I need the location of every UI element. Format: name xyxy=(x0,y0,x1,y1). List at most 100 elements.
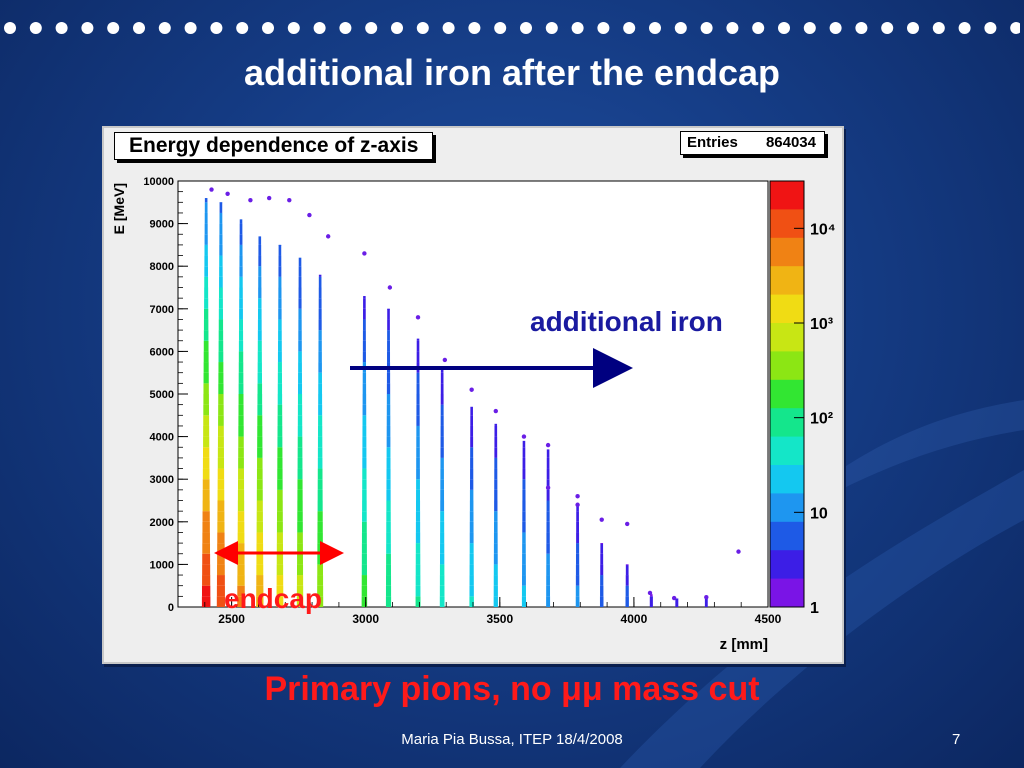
heatmap-cell xyxy=(385,585,392,597)
heatmap-cell xyxy=(493,585,498,597)
heatmap-cell xyxy=(386,479,391,490)
heatmap-cell xyxy=(278,244,282,246)
palette-swatch xyxy=(770,379,804,409)
heatmap-cell xyxy=(318,425,323,437)
heatmap-cell xyxy=(298,276,302,288)
outlier-point xyxy=(704,595,709,600)
heatmap-cell xyxy=(318,351,322,363)
heatmap-cell xyxy=(201,596,211,607)
heatmap-cell xyxy=(386,553,391,565)
heatmap-cell xyxy=(600,575,604,586)
heatmap-column xyxy=(237,219,245,607)
heatmap-cell xyxy=(361,553,367,565)
slide-title: additional iron after the endcap xyxy=(243,52,781,93)
heatmap-cell xyxy=(258,298,262,309)
heatmap-cell xyxy=(238,425,244,437)
heatmap-cell xyxy=(546,521,550,533)
heatmap-cell xyxy=(256,489,263,501)
outlier-point xyxy=(521,434,527,439)
heatmap-cell xyxy=(257,394,263,405)
heatmap-cell xyxy=(362,436,367,448)
heatmap-column xyxy=(201,198,211,607)
heatmap-cell xyxy=(387,319,390,331)
heatmap-column xyxy=(469,406,474,607)
y-tick-label: 9000 xyxy=(150,219,174,231)
heatmap-cell xyxy=(576,521,580,533)
heatmap-cell xyxy=(416,468,420,480)
heatmap-cell xyxy=(494,521,498,533)
heatmap-cell xyxy=(625,564,629,576)
heatmap-cell xyxy=(277,468,283,480)
heatmap-cell xyxy=(238,383,244,394)
heatmap-cell xyxy=(576,504,579,512)
heatmap-cell xyxy=(277,436,283,448)
heatmap-cell xyxy=(546,596,551,607)
outlier-point xyxy=(307,212,312,218)
heatmap-cell xyxy=(217,500,225,512)
decor-dot xyxy=(81,22,94,34)
heatmap-cell xyxy=(277,500,283,512)
outlier-point xyxy=(736,549,741,554)
heatmap-column xyxy=(675,598,679,607)
heatmap-cell xyxy=(297,404,303,416)
outlier-point xyxy=(545,485,551,490)
heatmap-cell xyxy=(469,575,474,586)
heatmap-cell xyxy=(237,543,245,554)
heatmap-cell xyxy=(277,489,283,501)
heatmap-cell xyxy=(217,479,225,490)
heatmap-cell xyxy=(386,532,391,544)
heatmap-cell xyxy=(239,234,243,245)
heatmap-cell xyxy=(216,596,226,607)
heatmap-cell xyxy=(416,362,420,373)
heatmap-cell xyxy=(218,287,223,299)
heatmap-cell xyxy=(256,511,263,522)
decor-dot xyxy=(339,22,352,34)
heatmap-cell xyxy=(237,553,245,565)
heatmap-cell xyxy=(318,415,323,426)
heatmap-cell xyxy=(238,404,244,416)
heatmap-cell xyxy=(470,415,474,426)
heatmap-cell xyxy=(204,198,208,203)
decor-dot xyxy=(932,22,945,34)
heatmap-cell xyxy=(440,415,444,426)
palette-swatch xyxy=(770,237,804,267)
heatmap-cell xyxy=(386,468,391,480)
heatmap-cell xyxy=(362,415,367,426)
heatmap-cell xyxy=(440,532,445,544)
heatmap-cell xyxy=(204,202,208,213)
heatmap-cell xyxy=(522,447,526,458)
outlier-point xyxy=(362,251,367,256)
heatmap-cell xyxy=(257,404,263,416)
heatmap-cell xyxy=(202,479,210,490)
heatmap-cell xyxy=(361,575,368,586)
heatmap-cell xyxy=(204,266,208,277)
heatmap-cell xyxy=(239,287,243,299)
heatmap-cell xyxy=(298,319,302,331)
heatmap-cell xyxy=(297,521,303,533)
heatmap-column xyxy=(575,504,580,607)
palette-tick-label: 10 xyxy=(810,505,828,522)
heatmap-cell xyxy=(522,521,526,533)
heatmap-cell xyxy=(202,532,210,544)
heatmap-cell xyxy=(298,362,302,373)
decor-dot xyxy=(29,22,42,34)
heatmap-cell xyxy=(204,212,208,224)
decor-dot xyxy=(907,22,919,34)
heatmap-cell xyxy=(317,436,323,448)
heatmap-cell xyxy=(298,287,302,299)
heatmap-cell xyxy=(362,362,367,373)
heatmap-cell xyxy=(202,543,211,554)
heatmap-cell xyxy=(298,257,302,267)
heatmap-cell xyxy=(440,479,444,490)
heatmap-cell xyxy=(317,500,323,512)
heatmap-cell xyxy=(522,564,526,576)
heatmap-cell xyxy=(386,500,391,512)
heatmap-cell xyxy=(218,330,224,341)
heatmap-cell xyxy=(385,596,392,607)
heatmap-cell xyxy=(318,308,322,320)
decor-dot xyxy=(571,22,584,34)
x-tick-label: 4000 xyxy=(621,612,648,626)
palette-swatch xyxy=(770,266,804,296)
heatmap-cell xyxy=(237,532,245,544)
heatmap-cell xyxy=(297,489,303,501)
